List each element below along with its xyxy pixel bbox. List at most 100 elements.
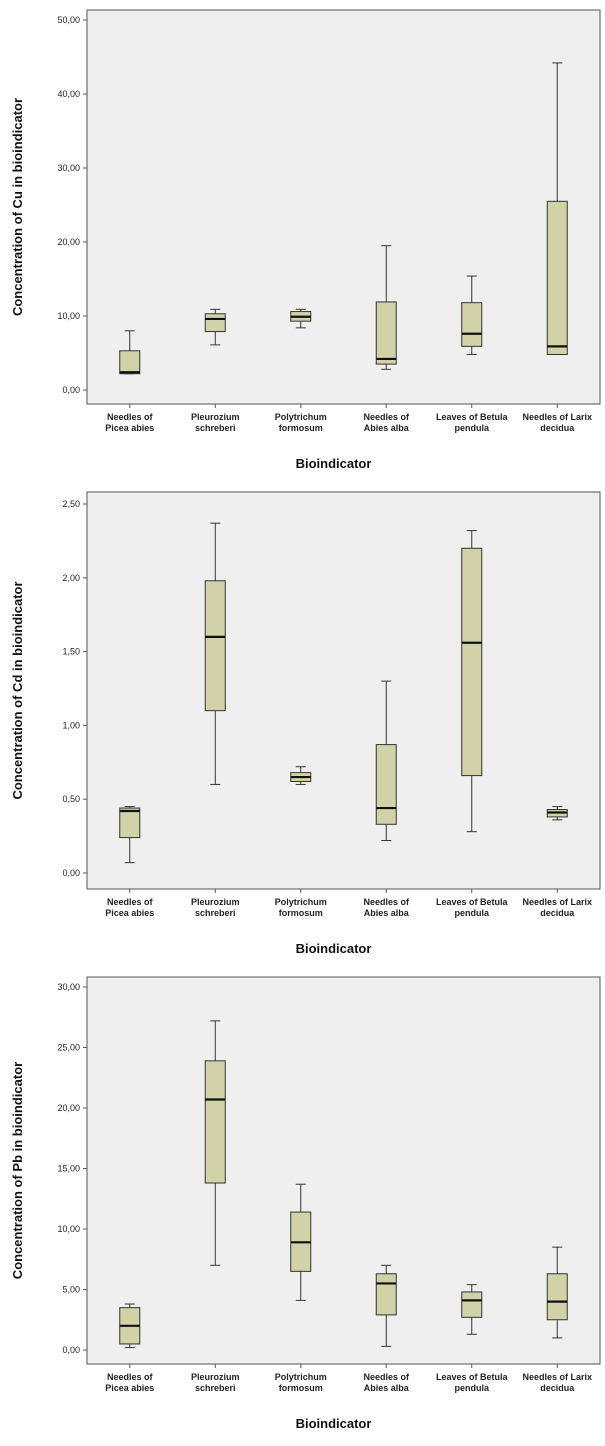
pb-boxplot-chart: 0,00 5,00 10,00 15,00 20,00 25,00 30,00 Concent… <box>10 976 601 1431</box>
box-2 <box>290 308 312 329</box>
box-3 <box>375 680 397 842</box>
x-category-label: Needles of <box>363 897 410 907</box>
x-category-label: Needles of <box>107 897 154 907</box>
y-axis-title: Concentration of Pb in bioindicator <box>10 1062 25 1279</box>
box-1 <box>204 1020 226 1266</box>
x-axis-title: Bioindicator <box>296 1416 372 1431</box>
x-category-label: formosum <box>279 423 323 433</box>
x-category-label: schreberi <box>195 1383 236 1393</box>
y-tick-label: 40,00 <box>57 89 80 99</box>
x-category-label: Pleurozium <box>191 412 240 422</box>
x-category-label: Leaves of Betula <box>436 1372 509 1382</box>
y-axis-title: Concentration of Cd in bioindicator <box>10 581 25 799</box>
plot-area <box>86 976 601 1365</box>
y-tick-label: 25,00 <box>57 1043 80 1053</box>
x-category-label: decidua <box>540 908 575 918</box>
x-category-label: Needles of <box>363 1372 410 1382</box>
x-category-label: Needles of Larix <box>522 1372 592 1382</box>
cu-boxplot-panel: 0,00 10,00 20,00 30,00 40,00 50,00 Concentrati… <box>0 0 605 482</box>
iqr-box <box>461 302 483 347</box>
y-tick-label: 5,00 <box>62 1285 80 1295</box>
y-tick-label: 30,00 <box>57 982 80 992</box>
iqr-box <box>546 1273 568 1321</box>
y-tick-label: 20,00 <box>57 237 80 247</box>
x-category-label: Leaves of Betula <box>436 412 509 422</box>
plot-area <box>86 491 601 890</box>
iqr-box <box>375 744 397 825</box>
y-tick-label: 1,50 <box>62 647 80 657</box>
x-category-label: Needles of Larix <box>522 412 592 422</box>
iqr-box <box>204 580 226 712</box>
x-category-label: Needles of <box>363 412 410 422</box>
x-category-label: schreberi <box>195 908 236 918</box>
x-category-label: formosum <box>279 1383 323 1393</box>
y-tick-label: 0,00 <box>62 868 80 878</box>
pb-boxplot-panel: 0,00 5,00 10,00 15,00 20,00 25,00 30,00 Concent… <box>0 964 605 1446</box>
x-axis-title: Bioindicator <box>296 941 372 956</box>
x-category-label: schreberi <box>195 423 236 433</box>
x-category-label: Pleurozium <box>191 897 240 907</box>
box-1 <box>204 522 226 785</box>
plot-area <box>86 9 601 405</box>
box-4 <box>461 1284 483 1335</box>
x-category-label: Polytrichum <box>275 412 327 422</box>
x-category-label: Picea abies <box>105 423 154 433</box>
x-category-label: Abies alba <box>364 423 410 433</box>
box-5 <box>546 62 568 355</box>
y-tick-label: 2,50 <box>62 499 80 509</box>
box-4 <box>461 530 483 833</box>
x-category-label: Needles of <box>107 412 154 422</box>
x-category-label: Abies alba <box>364 908 410 918</box>
iqr-box <box>204 313 226 333</box>
y-axis-title: Concentration of Cu in bioindicator <box>10 98 25 316</box>
x-category-label: pendula <box>454 908 489 918</box>
x-category-label: pendula <box>454 1383 489 1393</box>
y-tick-label: 0,00 <box>62 1345 80 1355</box>
iqr-box <box>375 1273 397 1316</box>
box-1 <box>204 308 226 346</box>
y-tick-label: 2,00 <box>62 573 80 583</box>
cd-boxplot-chart: 0,00 0,50 1,00 1,50 2,00 2,50 Concentration of… <box>10 491 601 956</box>
iqr-box <box>461 547 483 777</box>
box-0 <box>119 330 141 375</box>
x-category-label: decidua <box>540 1383 575 1393</box>
box-5 <box>546 806 568 821</box>
y-tick-label: 0,00 <box>62 385 80 395</box>
x-category-label: Picea abies <box>105 908 154 918</box>
iqr-box <box>375 301 397 365</box>
iqr-box <box>461 1291 483 1318</box>
iqr-box <box>119 350 141 375</box>
cu-boxplot-chart: 0,00 10,00 20,00 30,00 40,00 50,00 Concentrati… <box>10 9 601 471</box>
y-tick-label: 20,00 <box>57 1103 80 1113</box>
box-2 <box>290 1183 312 1301</box>
x-category-label: Abies alba <box>364 1383 410 1393</box>
iqr-box <box>204 1060 226 1184</box>
cd-boxplot-panel: 0,00 0,50 1,00 1,50 2,00 2,50 Concentration of… <box>0 483 605 964</box>
x-category-label: Needles of <box>107 1372 154 1382</box>
box-3 <box>375 1264 397 1347</box>
x-axis-title: Bioindicator <box>296 456 372 471</box>
x-category-label: Needles of Larix <box>522 897 592 907</box>
x-category-label: formosum <box>279 908 323 918</box>
box-5 <box>546 1246 568 1339</box>
y-tick-label: 10,00 <box>57 1224 80 1234</box>
y-tick-label: 30,00 <box>57 163 80 173</box>
x-category-label: Polytrichum <box>275 897 327 907</box>
x-category-label: Polytrichum <box>275 1372 327 1382</box>
x-category-label: decidua <box>540 423 575 433</box>
y-tick-label: 50,00 <box>57 15 80 25</box>
x-category-label: Leaves of Betula <box>436 897 509 907</box>
box-2 <box>290 766 312 785</box>
x-category-label: pendula <box>454 423 489 433</box>
box-0 <box>119 1303 141 1349</box>
y-tick-label: 0,50 <box>62 794 80 804</box>
y-tick-label: 15,00 <box>57 1164 80 1174</box>
box-3 <box>375 245 397 370</box>
iqr-box <box>546 200 568 355</box>
x-category-label: Picea abies <box>105 1383 154 1393</box>
x-category-label: Pleurozium <box>191 1372 240 1382</box>
y-tick-label: 10,00 <box>57 311 80 321</box>
y-tick-label: 1,00 <box>62 720 80 730</box>
iqr-box <box>119 807 141 839</box>
box-4 <box>461 275 483 355</box>
